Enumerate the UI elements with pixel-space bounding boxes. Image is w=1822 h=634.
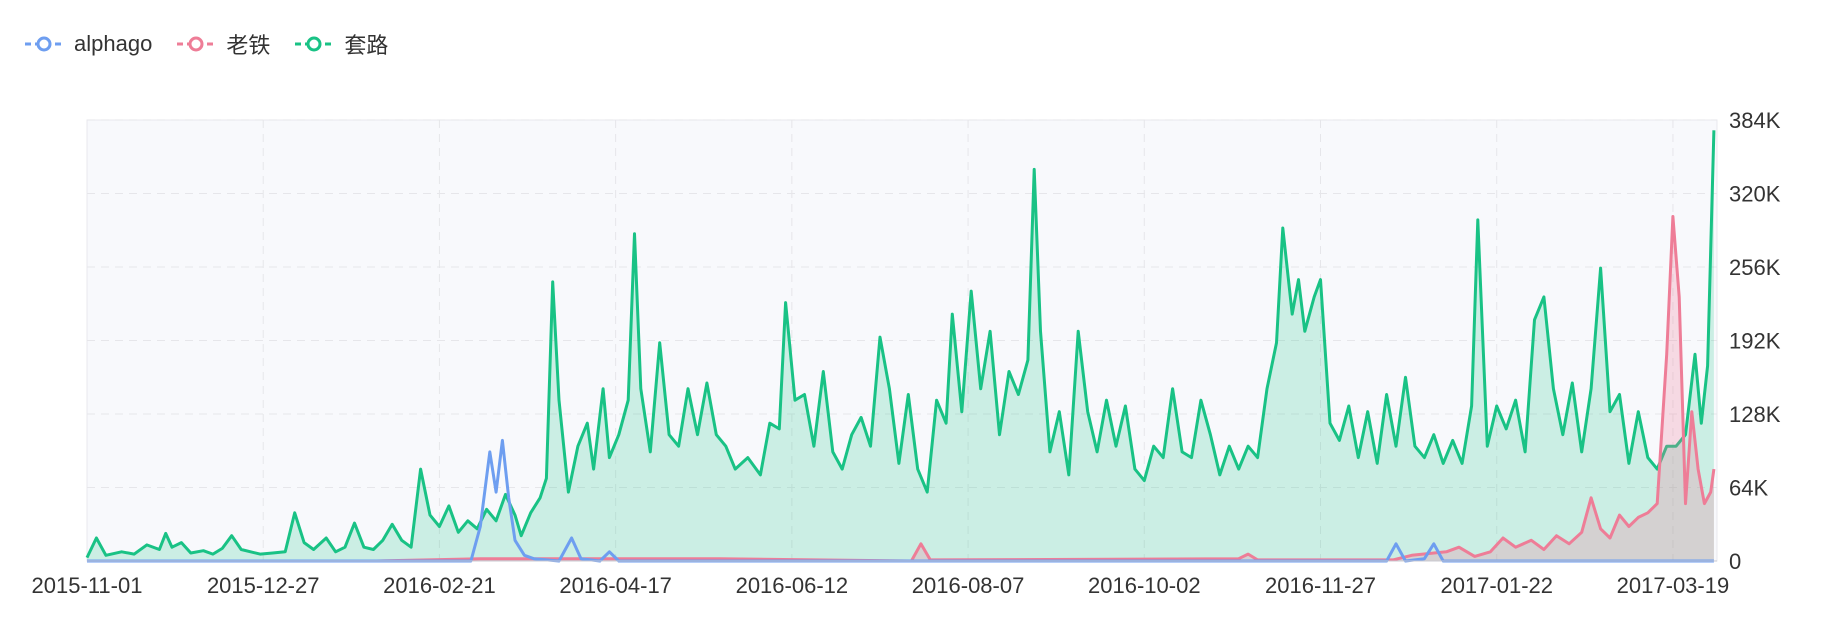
x-tick-label: 2016-11-27 <box>1265 573 1376 598</box>
series-area-套路 <box>87 130 1714 562</box>
y-tick-label: 192K <box>1729 329 1781 354</box>
x-tick-label: 2017-01-22 <box>1440 573 1553 598</box>
legend-item-2[interactable]: 套路 <box>294 28 388 60</box>
legend-marker-icon <box>25 36 63 52</box>
x-tick-label: 2016-06-12 <box>736 573 849 598</box>
x-tick-label: 2016-04-17 <box>559 573 672 598</box>
legend-marker-icon <box>295 36 334 52</box>
x-axis: 2015-11-01 2015-12-27 2016-02-21 2016-04-17… <box>32 560 1730 598</box>
x-tick-label: 2015-12-27 <box>207 573 320 598</box>
series-line-alphago[interactable] <box>87 438 1714 563</box>
series-line-老铁[interactable] <box>87 215 1716 563</box>
y-tick-label: 128K <box>1729 402 1781 427</box>
y-tick-label: 0 <box>1729 549 1741 574</box>
grid-lines <box>87 119 1717 561</box>
series-layer <box>85 130 1716 563</box>
x-tick-label: 2017-03-19 <box>1617 573 1730 598</box>
legend: alphago 老铁 套路 <box>24 24 388 64</box>
x-tick-label: 2016-10-02 <box>1088 573 1201 598</box>
series-line-套路[interactable] <box>85 130 1716 559</box>
x-tick-label: 2016-08-07 <box>912 573 1025 598</box>
y-tick-label: 64K <box>1729 476 1768 501</box>
y-tick-label: 256K <box>1729 255 1781 280</box>
y-tick-label: 320K <box>1729 182 1781 207</box>
y-tick-label: 384K <box>1729 108 1781 133</box>
x-tick-label: 2016-02-21 <box>383 573 496 598</box>
legend-label: 老铁 <box>226 33 271 58</box>
legend-label: 套路 <box>344 33 389 58</box>
legend-item-0[interactable]: alphago <box>24 31 152 57</box>
legend-marker-icon <box>177 36 216 52</box>
y-axis: 0 64K 128K 192K 256K 320K 384K <box>1729 108 1781 574</box>
legend-item-1[interactable]: 老铁 <box>176 28 270 60</box>
x-tick-label: 2015-11-01 <box>32 573 143 598</box>
legend-label: alphago <box>74 31 153 56</box>
